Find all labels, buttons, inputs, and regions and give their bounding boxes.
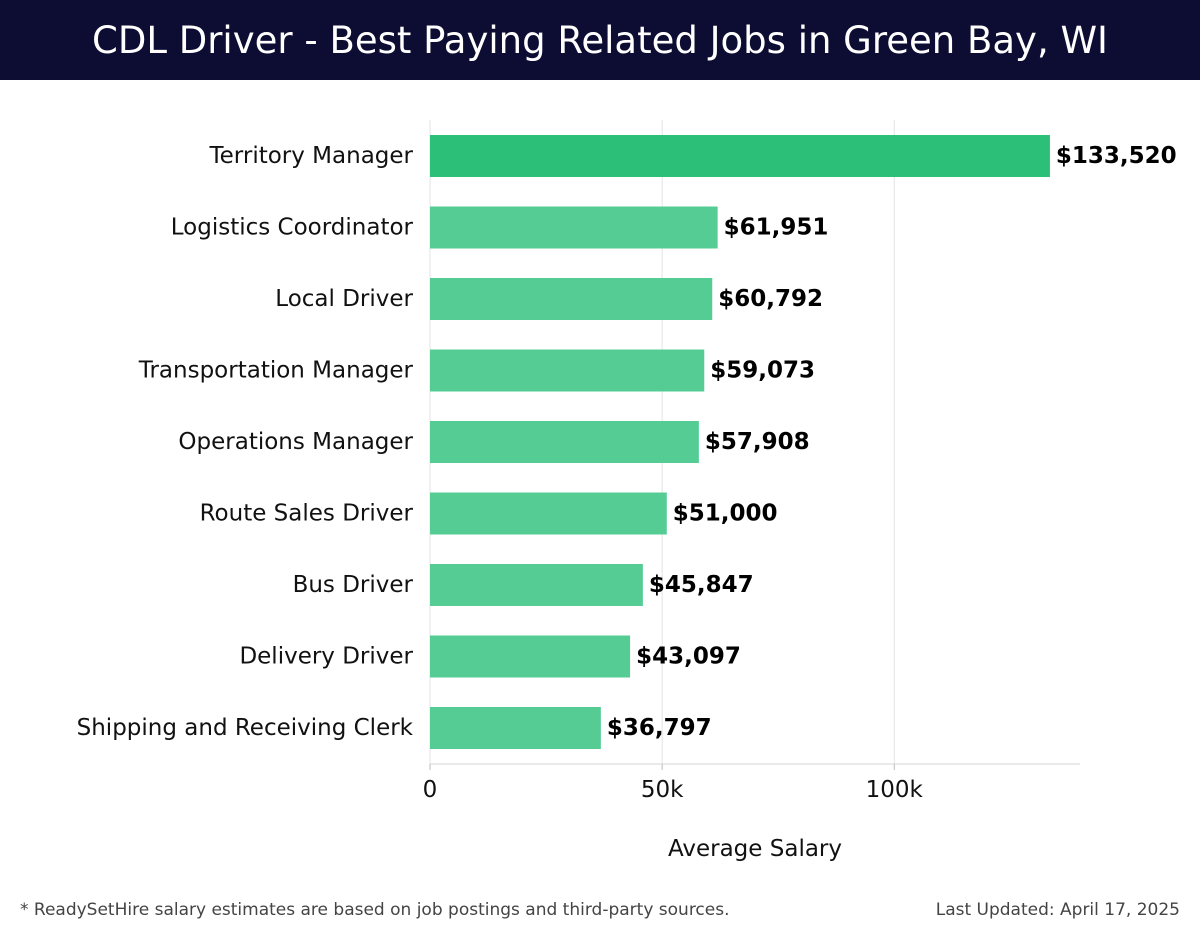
category-label-7: Delivery Driver xyxy=(239,644,413,670)
category-label-3: Transportation Manager xyxy=(138,358,414,384)
category-label-4: Operations Manager xyxy=(178,429,413,455)
value-label-1: $61,951 xyxy=(724,215,829,241)
chart-header: CDL Driver - Best Paying Related Jobs in… xyxy=(0,0,1200,80)
x-axis: 0 50k 100k Average Salary xyxy=(423,763,1080,862)
tick-label-1: 50k xyxy=(641,777,684,803)
bar-3 xyxy=(430,349,705,392)
value-label-3: $59,073 xyxy=(710,358,815,384)
x-axis-title: Average Salary xyxy=(668,836,842,862)
labels: Territory Manager $133,520 Logistics Coord… xyxy=(77,143,1177,741)
chart-title: CDL Driver - Best Paying Related Jobs in… xyxy=(92,18,1108,62)
value-label-0: $133,520 xyxy=(1056,143,1177,169)
bar-8 xyxy=(430,707,601,749)
value-label-2: $60,792 xyxy=(718,286,823,312)
value-label-5: $51,000 xyxy=(673,501,778,527)
bar-2 xyxy=(430,278,713,320)
tick-label-2: 100k xyxy=(866,777,924,803)
value-label-4: $57,908 xyxy=(705,429,810,455)
bar-0 xyxy=(430,135,1050,177)
footer-note: * ReadySetHire salary estimates are base… xyxy=(20,900,730,920)
value-label-6: $45,847 xyxy=(649,572,754,598)
bars xyxy=(430,135,1050,749)
bar-5 xyxy=(430,492,667,535)
bar-1 xyxy=(430,206,718,249)
category-label-0: Territory Manager xyxy=(209,143,414,169)
category-label-2: Local Driver xyxy=(275,286,413,312)
category-label-6: Bus Driver xyxy=(293,572,414,598)
value-label-8: $36,797 xyxy=(607,715,712,741)
last-updated: Last Updated: April 17, 2025 xyxy=(935,900,1180,920)
category-label-1: Logistics Coordinator xyxy=(171,215,414,241)
bar-6 xyxy=(430,564,643,606)
bar-chart: Territory Manager $133,520 Logistics Coord… xyxy=(77,120,1177,862)
category-label-5: Route Sales Driver xyxy=(200,501,414,527)
category-label-8: Shipping and Receiving Clerk xyxy=(77,715,414,741)
bar-4 xyxy=(430,421,699,463)
value-label-7: $43,097 xyxy=(636,644,741,670)
bar-7 xyxy=(430,635,631,678)
tick-label-0: 0 xyxy=(423,777,438,803)
